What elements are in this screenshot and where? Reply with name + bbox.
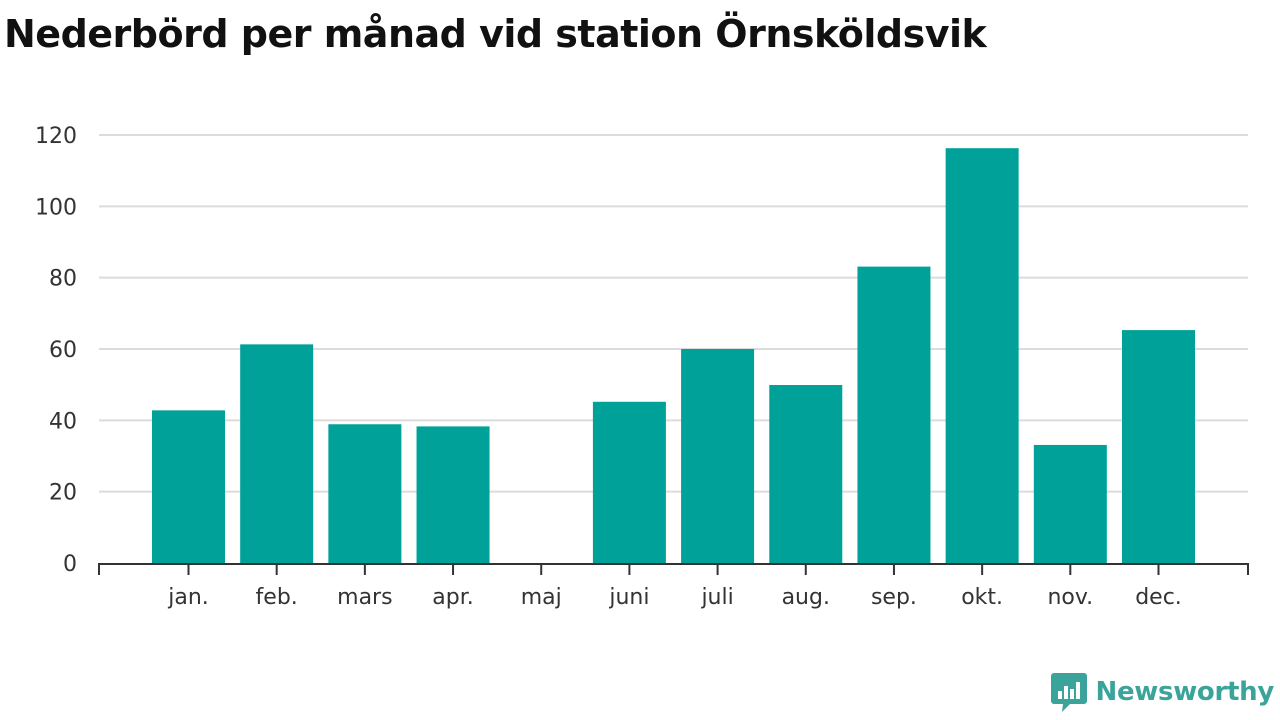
x-tick-label: apr. [432,585,473,610]
bar [240,344,314,563]
y-tick-label: 20 [49,481,77,506]
y-axis-tick-labels: 0 20 40 60 80 100 120 [35,124,77,577]
bar [857,266,931,563]
x-tick-label: juni [608,585,649,610]
y-tick-label: 0 [63,552,77,577]
x-axis-tick-labels: jan. feb. mars apr. maj juni juli aug. sep. okt. n… [167,585,1182,610]
y-tick-label: 100 [35,195,77,220]
newsworthy-logo-icon [1050,673,1087,712]
x-tick-label: maj [521,585,562,610]
newsworthy-logo-text: Newsworthy [1095,677,1275,707]
x-tick-label: aug. [782,585,830,610]
x-axis [98,563,1249,575]
bar [769,385,843,563]
newsworthy-logo: Newsworthy [1050,672,1274,712]
bars [152,148,1195,564]
bar [1122,330,1195,563]
y-tick-label: 60 [49,338,77,363]
x-tick-label: juli [700,585,733,610]
y-tick-label: 120 [35,124,77,149]
x-tick-label: feb. [256,585,298,610]
bar [328,424,402,563]
x-tick-label: sep. [871,585,917,610]
bar [592,401,666,563]
x-tick-label: okt. [961,585,1003,610]
bar [152,410,225,563]
bar [945,148,1019,564]
x-tick-label: nov. [1047,585,1093,610]
bar [1033,444,1107,563]
bar [681,349,755,563]
chart-title: Nederbörd per månad vid station Örnsköld… [4,12,987,56]
bar [416,426,490,563]
x-tick-label: jan. [167,585,209,610]
y-tick-label: 80 [49,267,77,292]
x-tick-label: mars [337,585,392,610]
y-tick-label: 40 [49,409,77,434]
x-tick-label: dec. [1135,585,1182,610]
